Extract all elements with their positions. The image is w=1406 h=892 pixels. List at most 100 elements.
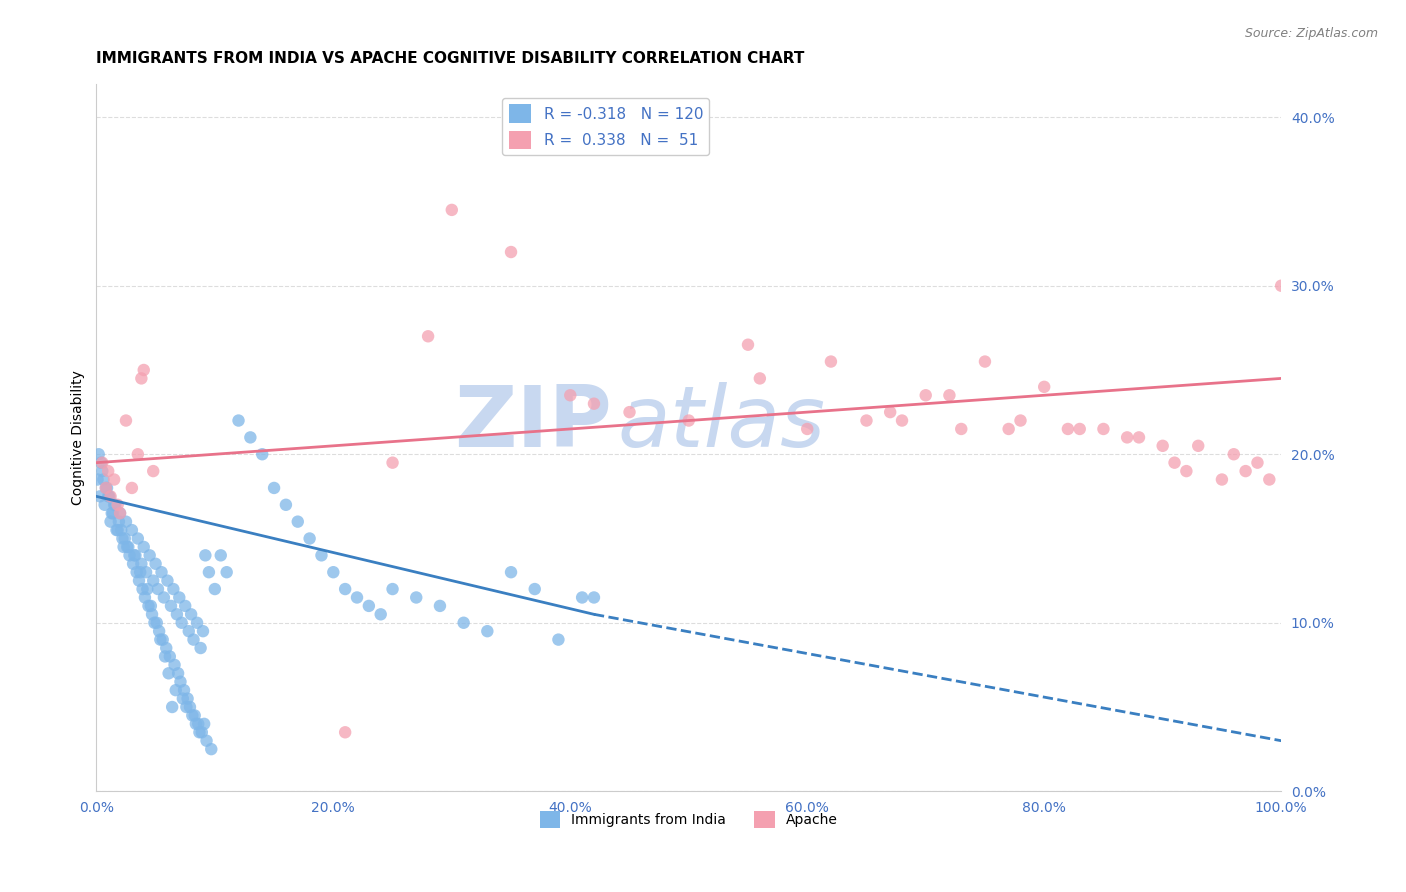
Point <box>177 624 200 639</box>
Point <box>131 582 153 596</box>
Point <box>239 430 262 444</box>
Point <box>311 549 333 563</box>
Point <box>204 582 226 596</box>
Point <box>153 649 176 664</box>
Point <box>148 624 170 639</box>
Point <box>86 473 108 487</box>
Point <box>132 540 155 554</box>
Point <box>440 202 463 217</box>
Point <box>191 624 214 639</box>
Text: IMMIGRANTS FROM INDIA VS APACHE COGNITIVE DISABILITY CORRELATION CHART: IMMIGRANTS FROM INDIA VS APACHE COGNITIV… <box>97 51 804 66</box>
Point <box>274 498 297 512</box>
Point <box>127 447 149 461</box>
Point <box>150 565 173 579</box>
Point <box>523 582 546 596</box>
Point <box>184 717 207 731</box>
Point <box>91 464 114 478</box>
Point <box>252 447 274 461</box>
Point <box>183 708 205 723</box>
Point <box>287 515 309 529</box>
Point <box>91 456 114 470</box>
Point <box>163 657 186 672</box>
Point <box>149 632 172 647</box>
Point <box>200 742 222 756</box>
Point <box>298 532 321 546</box>
Y-axis label: Cognitive Disability: Cognitive Disability <box>72 370 86 505</box>
Point <box>1128 430 1150 444</box>
Point <box>100 489 122 503</box>
Point <box>122 557 145 571</box>
Point <box>176 691 198 706</box>
Point <box>160 700 183 714</box>
Point <box>1270 278 1292 293</box>
Point <box>1246 456 1268 470</box>
Point <box>333 582 356 596</box>
Point <box>188 725 211 739</box>
Point <box>97 489 120 503</box>
Point <box>108 506 131 520</box>
Point <box>619 405 641 419</box>
Point <box>90 456 112 470</box>
Point <box>169 674 191 689</box>
Point <box>124 549 146 563</box>
Point <box>143 615 166 630</box>
Point <box>176 700 198 714</box>
Point <box>108 515 131 529</box>
Point <box>381 582 404 596</box>
Point <box>796 422 818 436</box>
Point <box>560 388 582 402</box>
Point <box>128 574 150 588</box>
Point <box>357 599 380 613</box>
Point <box>263 481 285 495</box>
Point <box>198 565 221 579</box>
Point <box>146 615 169 630</box>
Point <box>1057 422 1080 436</box>
Point <box>194 549 217 563</box>
Point <box>1116 430 1139 444</box>
Point <box>1152 439 1174 453</box>
Point <box>132 363 155 377</box>
Point <box>346 591 368 605</box>
Point <box>138 549 160 563</box>
Point <box>114 532 136 546</box>
Point <box>1258 473 1281 487</box>
Point <box>879 405 901 419</box>
Point <box>370 607 392 622</box>
Point <box>101 506 124 520</box>
Point <box>170 615 193 630</box>
Point <box>93 498 115 512</box>
Text: Source: ZipAtlas.com: Source: ZipAtlas.com <box>1244 27 1378 40</box>
Point <box>209 549 232 563</box>
Point <box>96 481 118 495</box>
Point <box>748 371 770 385</box>
Point <box>186 615 208 630</box>
Point <box>1033 380 1056 394</box>
Point <box>737 337 759 351</box>
Point <box>166 607 188 622</box>
Point <box>891 413 914 427</box>
Point <box>142 464 165 478</box>
Point <box>156 574 179 588</box>
Point <box>169 591 191 605</box>
Point <box>195 733 218 747</box>
Point <box>453 615 475 630</box>
Point <box>125 565 148 579</box>
Point <box>118 549 141 563</box>
Point <box>165 683 187 698</box>
Point <box>181 708 204 723</box>
Point <box>134 591 156 605</box>
Point <box>103 473 125 487</box>
Point <box>180 607 202 622</box>
Point <box>997 422 1019 436</box>
Point <box>172 691 194 706</box>
Point <box>159 649 181 664</box>
Point <box>405 591 427 605</box>
Point <box>547 632 569 647</box>
Point <box>1175 464 1198 478</box>
Point <box>193 717 215 731</box>
Point <box>107 523 129 537</box>
Point <box>135 565 157 579</box>
Point <box>215 565 238 579</box>
Point <box>100 506 122 520</box>
Point <box>416 329 439 343</box>
